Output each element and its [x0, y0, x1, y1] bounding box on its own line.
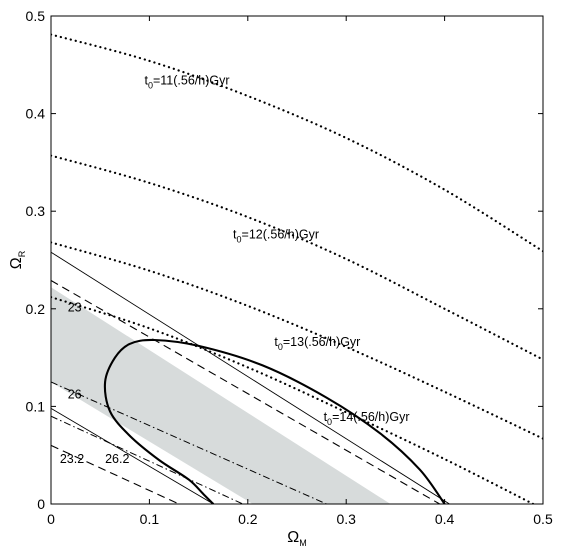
x-axis-label: ΩM — [287, 529, 306, 548]
annotation-label: 23 — [68, 301, 82, 315]
series-line-11 — [103, 338, 446, 504]
y-tick-label: 0.2 — [26, 301, 46, 317]
series-line-5 — [51, 251, 450, 504]
series-line-6 — [51, 408, 214, 504]
y-tick-label: 0.5 — [26, 8, 46, 24]
y-axis-label: ΩR — [8, 250, 27, 269]
x-tick-label: 0 — [47, 511, 55, 527]
annotation-label: 26 — [68, 388, 82, 402]
y-tick-label: 0 — [37, 496, 45, 512]
annotation-label: t0=11(.56/h)Gyr — [144, 73, 229, 90]
x-tick-label: 0.3 — [336, 511, 356, 527]
series-line-8 — [51, 444, 180, 504]
series-line-1 — [51, 33, 543, 253]
plot-frame — [50, 15, 544, 505]
annotation-label: 26.2 — [105, 452, 129, 466]
shaded-band-layer — [51, 287, 391, 504]
series-line-7 — [51, 280, 440, 504]
series-line-9 — [51, 381, 327, 504]
series-line-10 — [51, 415, 244, 504]
y-tick-label: 0.1 — [26, 398, 46, 414]
annotation-label: 23.2 — [60, 452, 84, 466]
y-tick-label: 0.4 — [26, 106, 46, 122]
x-tick-label: 0.2 — [238, 511, 258, 527]
x-tick-label: 0.1 — [140, 511, 160, 527]
series-layer — [51, 33, 543, 504]
series-line-3 — [51, 241, 543, 440]
annotation-label: t0=14(.56/h)Gyr — [324, 410, 410, 427]
annotation-label: t0=13(.56/h)Gyr — [274, 335, 360, 352]
annotation-label: t0=12(.56/h)Gyr — [233, 228, 319, 245]
x-tick-label: 0.4 — [435, 511, 455, 527]
annotation-layer: t0=11(.56/h)Gyr t0=12(.56/h)Gyr t0=13(.56/… — [60, 73, 410, 466]
series-line-2 — [51, 154, 543, 361]
x-tick-label: 0.5 — [533, 511, 553, 527]
shaded-band — [51, 287, 391, 504]
tick-layer: 0 0.1 0.2 0.3 0.4 0.5 0 0.1 0.2 0.3 0.4 0.5 — [26, 8, 553, 527]
y-tick-label: 0.3 — [26, 203, 46, 219]
